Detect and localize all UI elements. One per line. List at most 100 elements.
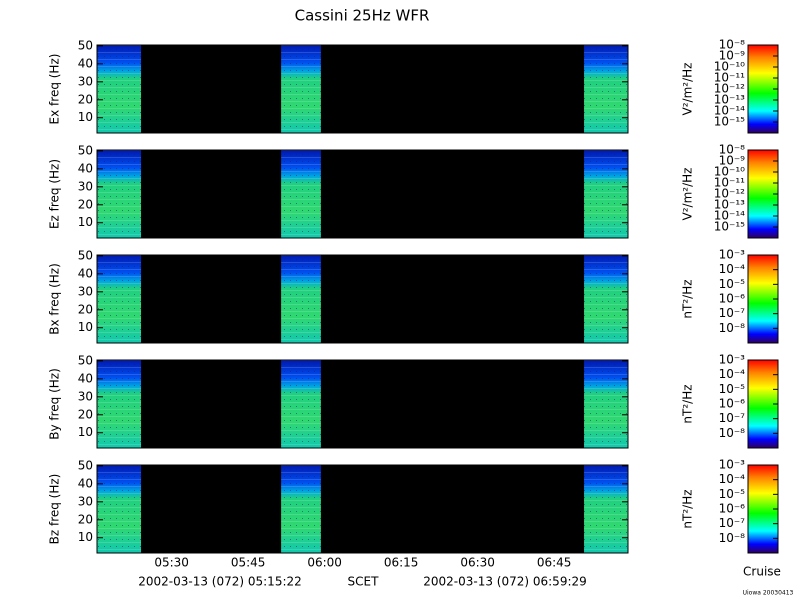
plot-frame: [96, 359, 629, 449]
y-tick-label: 40: [78, 371, 93, 385]
y-tick-label: 10: [78, 320, 93, 334]
colorbar-tick-label: 10⁻⁹: [719, 49, 746, 63]
segment-texture: [281, 360, 321, 448]
segment-texture: [281, 45, 321, 133]
start-time: 2002-03-13 (072) 05:15:22: [138, 575, 302, 589]
colorbar-tick-label: 10⁻⁴: [719, 367, 746, 381]
colorbar-label: V²/m²/Hz: [681, 63, 695, 116]
colorbar-label: V²/m²/Hz: [681, 168, 695, 221]
y-tick-label: 20: [78, 92, 93, 106]
y-tick-label: 50: [78, 248, 93, 262]
colorbar-tick-label: 10⁻⁶: [719, 397, 746, 411]
segment-texture: [281, 150, 321, 238]
mission-phase: Cruise: [743, 565, 781, 579]
x-tick-label: 05:30: [154, 556, 189, 570]
y-axis-label: Ez freq (Hz): [48, 159, 62, 229]
y-tick-label: 10: [78, 110, 93, 124]
plot-frame: [96, 149, 629, 239]
y-tick-label: 40: [78, 266, 93, 280]
y-tick-label: 40: [78, 56, 93, 70]
segment-texture: [584, 45, 628, 133]
colorbar-tick-label: 10⁻⁸: [719, 426, 746, 440]
colorbar-tick-label: 10⁻¹²: [714, 82, 745, 96]
y-tick-label: 30: [78, 284, 93, 298]
colorbar-tick-label: 10⁻⁸: [719, 143, 746, 157]
segment-texture: [281, 255, 321, 343]
plot-background: [97, 255, 628, 343]
end-time: 2002-03-13 (072) 06:59:29: [423, 575, 587, 589]
segment-texture: [584, 255, 628, 343]
colorbar-tick-label: 10⁻¹³: [714, 93, 745, 107]
y-axis-label: By freq (Hz): [48, 368, 62, 440]
y-tick-label: 20: [78, 302, 93, 316]
y-tick-label: 50: [78, 458, 93, 472]
colorbar-tick-label: 10⁻⁸: [719, 531, 746, 545]
x-tick-label: 06:15: [384, 556, 419, 570]
colorbar-tick-label: 10⁻¹²: [714, 187, 745, 201]
segment-texture: [584, 150, 628, 238]
y-tick-label: 50: [78, 143, 93, 157]
colorbar-tick-label: 10⁻¹¹: [714, 71, 745, 85]
x-tick-label: 06:45: [537, 556, 572, 570]
y-axis-label: Ex freq (Hz): [48, 54, 62, 125]
plot-background: [97, 45, 628, 133]
y-tick-label: 20: [78, 512, 93, 526]
colorbar-tick-label: 10⁻⁴: [719, 262, 746, 276]
y-tick-label: 10: [78, 530, 93, 544]
colorbar-tick-label: 10⁻⁷: [719, 306, 746, 320]
colorbar-tick-label: 10⁻⁴: [719, 472, 746, 486]
colorbar-tick-label: 10⁻⁵: [719, 487, 746, 501]
x-tick-label: 06:30: [460, 556, 495, 570]
y-axis-label: Bx freq (Hz): [48, 263, 62, 335]
y-tick-label: 40: [78, 161, 93, 175]
colorbar-tick-label: 10⁻⁸: [719, 321, 746, 335]
y-tick-label: 30: [78, 494, 93, 508]
y-tick-label: 20: [78, 407, 93, 421]
colorbar-tick-label: 10⁻¹⁴: [714, 209, 745, 223]
y-tick-label: 50: [78, 353, 93, 367]
colorbar-tick-label: 10⁻¹⁰: [714, 165, 745, 179]
colorbar-tick-label: 10⁻¹⁵: [714, 220, 745, 234]
colorbar-tick-label: 10⁻¹³: [714, 198, 745, 212]
plot-frame: [96, 44, 629, 134]
segment-texture: [281, 465, 321, 553]
segment-texture: [97, 150, 142, 238]
colorbar-tick-label: 10⁻⁸: [719, 38, 746, 52]
segment-texture: [97, 360, 142, 448]
y-tick-label: 30: [78, 74, 93, 88]
colorbar-tick-label: 10⁻¹¹: [714, 176, 745, 190]
colorbar-label: nT²/Hz: [681, 489, 695, 528]
colorbar-label: nT²/Hz: [681, 279, 695, 318]
plot-background: [97, 465, 628, 553]
title: Cassini 25Hz WFR: [295, 7, 430, 25]
y-axis-label: Bz freq (Hz): [48, 474, 62, 545]
colorbar-tick-label: 10⁻³: [719, 248, 746, 262]
segment-texture: [97, 45, 142, 133]
segment-texture: [584, 465, 628, 553]
plot-frame: [96, 464, 629, 554]
scet-label: SCET: [348, 575, 380, 589]
y-tick-label: 50: [78, 38, 93, 52]
y-tick-label: 10: [78, 425, 93, 439]
y-tick-label: 40: [78, 476, 93, 490]
colorbar-tick-label: 10⁻⁶: [719, 292, 746, 306]
colorbar-tick-label: 10⁻¹⁵: [714, 115, 745, 129]
colorbar-tick-label: 10⁻¹⁰: [714, 60, 745, 74]
x-tick-label: 06:00: [307, 556, 342, 570]
segment-texture: [97, 465, 142, 553]
y-tick-label: 30: [78, 389, 93, 403]
segment-texture: [97, 255, 142, 343]
colorbar-tick-label: 10⁻³: [719, 353, 746, 367]
segment-texture: [584, 360, 628, 448]
plot-background: [97, 360, 628, 448]
colorbar-tick-label: 10⁻⁷: [719, 516, 746, 530]
plot-frame: [96, 254, 629, 344]
y-tick-label: 20: [78, 197, 93, 211]
credit: Uiowa 20030413: [743, 590, 794, 597]
colorbar-tick-label: 10⁻³: [719, 458, 746, 472]
colorbar-label: nT²/Hz: [681, 384, 695, 423]
colorbar-tick-label: 10⁻¹⁴: [714, 104, 745, 118]
plot-background: [97, 150, 628, 238]
